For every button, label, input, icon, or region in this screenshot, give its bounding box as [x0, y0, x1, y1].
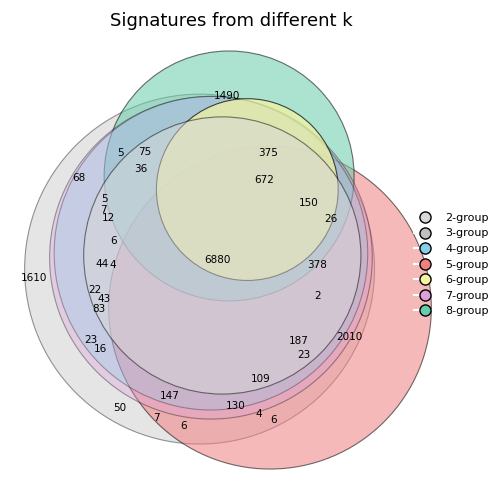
Text: 5: 5	[101, 194, 107, 204]
Circle shape	[54, 96, 368, 410]
Text: 6880: 6880	[205, 255, 231, 265]
Legend: 2-group, 3-group, 4-group, 5-group, 6-group, 7-group, 8-group: 2-group, 3-group, 4-group, 5-group, 6-gr…	[410, 209, 493, 321]
Circle shape	[84, 117, 361, 394]
Text: 1490: 1490	[214, 91, 240, 101]
Text: 6: 6	[180, 421, 187, 431]
Text: 375: 375	[258, 148, 278, 158]
Text: 44: 44	[95, 259, 108, 269]
Text: 7: 7	[100, 205, 106, 215]
Text: 378: 378	[307, 260, 327, 270]
Text: 23: 23	[297, 350, 311, 360]
Text: 1610: 1610	[21, 273, 47, 283]
Circle shape	[109, 146, 431, 469]
Text: 2: 2	[314, 291, 321, 301]
Text: 150: 150	[299, 198, 319, 208]
Text: 6: 6	[270, 415, 277, 425]
Text: 12: 12	[102, 213, 115, 223]
Text: 672: 672	[254, 175, 274, 185]
Text: 43: 43	[97, 294, 111, 303]
Circle shape	[156, 99, 338, 280]
Text: 23: 23	[84, 335, 97, 345]
Text: 7: 7	[153, 413, 160, 423]
Text: 50: 50	[113, 403, 127, 413]
Text: 22: 22	[88, 285, 102, 294]
Circle shape	[25, 94, 374, 444]
Text: 75: 75	[139, 147, 152, 157]
Title: Signatures from different k: Signatures from different k	[110, 12, 353, 30]
Circle shape	[104, 51, 354, 301]
Text: 2010: 2010	[336, 332, 363, 342]
Text: 36: 36	[134, 164, 147, 174]
Text: 16: 16	[94, 344, 107, 354]
Text: 4: 4	[110, 260, 116, 270]
Text: 4: 4	[256, 409, 262, 419]
Text: 147: 147	[160, 391, 180, 401]
Text: 5: 5	[117, 148, 123, 158]
Text: 26: 26	[324, 214, 337, 224]
Text: 187: 187	[289, 336, 308, 346]
Circle shape	[49, 96, 372, 419]
Text: 109: 109	[251, 374, 271, 384]
Text: 83: 83	[92, 304, 105, 314]
Text: 130: 130	[226, 401, 246, 411]
Text: 6: 6	[110, 236, 116, 246]
Text: 68: 68	[73, 173, 86, 183]
